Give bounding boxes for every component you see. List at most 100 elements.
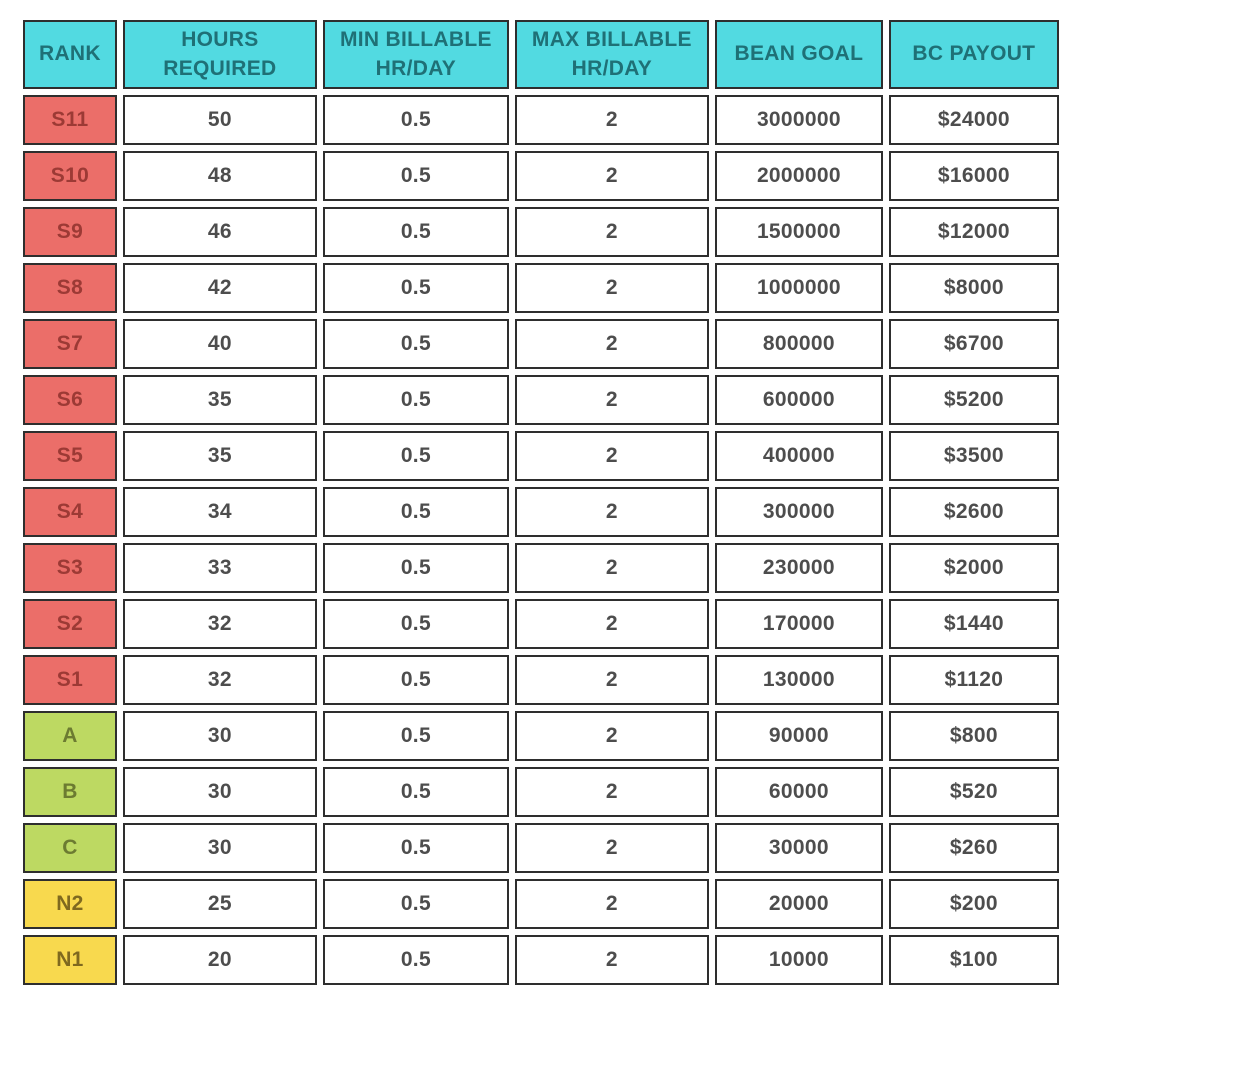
bean-goal-cell: 1500000 — [714, 207, 883, 257]
min-billable-cell: 0.5 — [322, 207, 509, 257]
max-billable-cell: 2 — [514, 599, 709, 649]
max-billable-cell: 2 — [514, 879, 709, 929]
bc-payout-cell: $3500 — [888, 431, 1059, 481]
rank-cell-s9: S9 — [23, 207, 117, 257]
column-header-rank: RANK — [23, 20, 117, 89]
max-billable-cell: 2 — [514, 151, 709, 201]
rank-cell-n2: N2 — [23, 879, 117, 929]
hours-required-cell: 30 — [122, 711, 317, 761]
hours-required-cell: 50 — [122, 95, 317, 145]
bc-payout-cell: $260 — [888, 823, 1059, 873]
min-billable-cell: 0.5 — [322, 879, 509, 929]
max-billable-cell: 2 — [514, 487, 709, 537]
bc-payout-cell: $520 — [888, 767, 1059, 817]
hours-required-cell: 25 — [122, 879, 317, 929]
bc-payout-cell: $2600 — [888, 487, 1059, 537]
bean-goal-cell: 600000 — [714, 375, 883, 425]
hours-required-cell: 33 — [122, 543, 317, 593]
bc-payout-cell: $200 — [888, 879, 1059, 929]
bean-goal-cell: 60000 — [714, 767, 883, 817]
table-row-s7: S7 40 0.5 2 800000 $6700 — [23, 319, 1059, 369]
max-billable-cell: 2 — [514, 543, 709, 593]
hours-required-cell: 32 — [122, 655, 317, 705]
bean-goal-cell: 2000000 — [714, 151, 883, 201]
table-row-s8: S8 42 0.5 2 1000000 $8000 — [23, 263, 1059, 313]
table-row-n2: N2 25 0.5 2 20000 $200 — [23, 879, 1059, 929]
min-billable-cell: 0.5 — [322, 543, 509, 593]
hours-required-cell: 30 — [122, 767, 317, 817]
min-billable-cell: 0.5 — [322, 935, 509, 985]
table-row-s6: S6 35 0.5 2 600000 $5200 — [23, 375, 1059, 425]
bean-goal-cell: 130000 — [714, 655, 883, 705]
max-billable-cell: 2 — [514, 375, 709, 425]
max-billable-cell: 2 — [514, 431, 709, 481]
table-row-s2: S2 32 0.5 2 170000 $1440 — [23, 599, 1059, 649]
bc-payout-cell: $100 — [888, 935, 1059, 985]
bc-payout-cell: $1120 — [888, 655, 1059, 705]
rank-cell-s3: S3 — [23, 543, 117, 593]
min-billable-cell: 0.5 — [322, 375, 509, 425]
rank-cell-s4: S4 — [23, 487, 117, 537]
min-billable-cell: 0.5 — [322, 263, 509, 313]
column-header-hours: HOURS REQUIRED — [122, 20, 317, 89]
bean-goal-cell: 3000000 — [714, 95, 883, 145]
rank-cell-c: C — [23, 823, 117, 873]
table-row-s1: S1 32 0.5 2 130000 $1120 — [23, 655, 1059, 705]
column-header-min-billable: MIN BILLABLE HR/DAY — [322, 20, 509, 89]
bc-payout-cell: $5200 — [888, 375, 1059, 425]
min-billable-cell: 0.5 — [322, 487, 509, 537]
hours-required-cell: 35 — [122, 431, 317, 481]
bean-goal-cell: 10000 — [714, 935, 883, 985]
max-billable-cell: 2 — [514, 655, 709, 705]
bean-goal-cell: 1000000 — [714, 263, 883, 313]
hours-required-cell: 48 — [122, 151, 317, 201]
column-header-max-billable: MAX BILLABLE HR/DAY — [514, 20, 709, 89]
min-billable-cell: 0.5 — [322, 431, 509, 481]
table-row-b: B 30 0.5 2 60000 $520 — [23, 767, 1059, 817]
bean-goal-cell: 800000 — [714, 319, 883, 369]
hours-required-cell: 30 — [122, 823, 317, 873]
bean-goal-cell: 20000 — [714, 879, 883, 929]
max-billable-cell: 2 — [514, 711, 709, 761]
table-row-s10: S10 48 0.5 2 2000000 $16000 — [23, 151, 1059, 201]
rank-payout-table-container: RANK HOURS REQUIRED MIN BILLABLE HR/DAY … — [17, 14, 1065, 991]
min-billable-cell: 0.5 — [322, 711, 509, 761]
min-billable-cell: 0.5 — [322, 599, 509, 649]
rank-payout-table: RANK HOURS REQUIRED MIN BILLABLE HR/DAY … — [17, 14, 1065, 991]
bc-payout-cell: $2000 — [888, 543, 1059, 593]
min-billable-cell: 0.5 — [322, 655, 509, 705]
rank-cell-s7: S7 — [23, 319, 117, 369]
header-row: RANK HOURS REQUIRED MIN BILLABLE HR/DAY … — [23, 20, 1059, 89]
rank-cell-a: A — [23, 711, 117, 761]
rank-cell-s6: S6 — [23, 375, 117, 425]
bc-payout-cell: $8000 — [888, 263, 1059, 313]
max-billable-cell: 2 — [514, 935, 709, 985]
max-billable-cell: 2 — [514, 823, 709, 873]
rank-cell-s8: S8 — [23, 263, 117, 313]
table-row-s3: S3 33 0.5 2 230000 $2000 — [23, 543, 1059, 593]
bc-payout-cell: $16000 — [888, 151, 1059, 201]
hours-required-cell: 35 — [122, 375, 317, 425]
bean-goal-cell: 90000 — [714, 711, 883, 761]
column-header-bean-goal: BEAN GOAL — [714, 20, 883, 89]
max-billable-cell: 2 — [514, 767, 709, 817]
max-billable-cell: 2 — [514, 95, 709, 145]
max-billable-cell: 2 — [514, 263, 709, 313]
table-row-a: A 30 0.5 2 90000 $800 — [23, 711, 1059, 761]
table-row-s4: S4 34 0.5 2 300000 $2600 — [23, 487, 1059, 537]
max-billable-cell: 2 — [514, 319, 709, 369]
min-billable-cell: 0.5 — [322, 151, 509, 201]
table-row-c: C 30 0.5 2 30000 $260 — [23, 823, 1059, 873]
bean-goal-cell: 300000 — [714, 487, 883, 537]
min-billable-cell: 0.5 — [322, 767, 509, 817]
rank-cell-s10: S10 — [23, 151, 117, 201]
bean-goal-cell: 30000 — [714, 823, 883, 873]
table-row-s11: S11 50 0.5 2 3000000 $24000 — [23, 95, 1059, 145]
min-billable-cell: 0.5 — [322, 319, 509, 369]
bc-payout-cell: $800 — [888, 711, 1059, 761]
bc-payout-cell: $6700 — [888, 319, 1059, 369]
bc-payout-cell: $12000 — [888, 207, 1059, 257]
table-row-n1: N1 20 0.5 2 10000 $100 — [23, 935, 1059, 985]
max-billable-cell: 2 — [514, 207, 709, 257]
min-billable-cell: 0.5 — [322, 823, 509, 873]
